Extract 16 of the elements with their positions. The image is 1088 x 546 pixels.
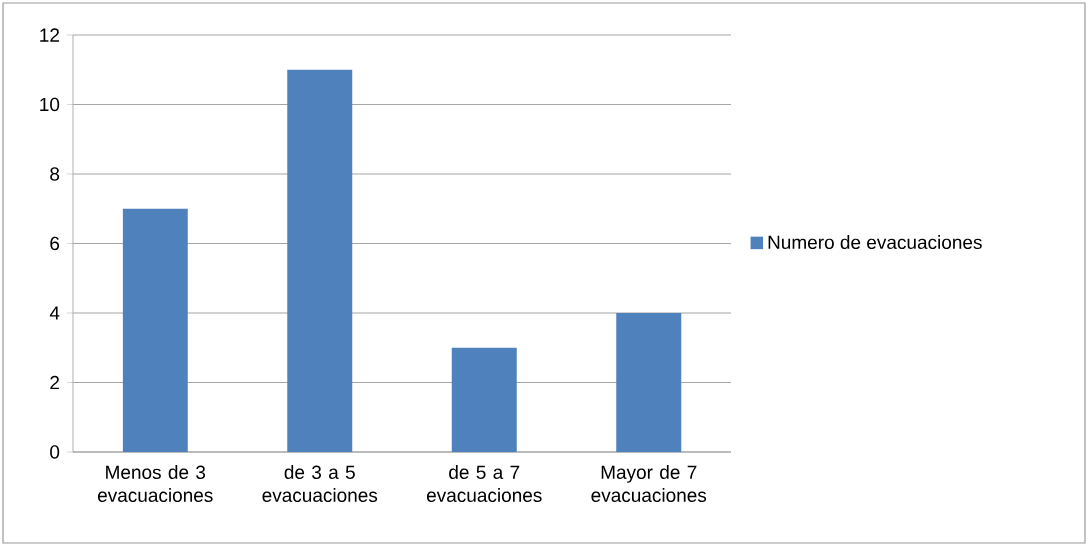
bar: [287, 69, 353, 452]
y-tick-label: 4: [49, 306, 60, 320]
x-tick-label: Menos de 3 evacuaciones: [97, 465, 213, 503]
bar: [122, 208, 188, 452]
legend-label: Numero de evacuaciones: [768, 235, 982, 250]
x-tick-label: de 5 a 7 evacuaciones: [426, 465, 542, 503]
y-tick-label: 0: [50, 445, 60, 459]
y-tick-label: 12: [40, 28, 59, 42]
bar: [616, 312, 682, 452]
y-tick-label: 8: [50, 167, 60, 181]
y-tick-label: 2: [50, 375, 60, 390]
x-tick-label: Mayor de 7 evacuaciones: [591, 465, 707, 503]
y-tick-label: 6: [50, 236, 60, 251]
y-tick-label: 10: [40, 97, 60, 112]
bar: [451, 347, 517, 452]
x-tick-label: de 3 a 5 evacuaciones: [262, 465, 378, 503]
